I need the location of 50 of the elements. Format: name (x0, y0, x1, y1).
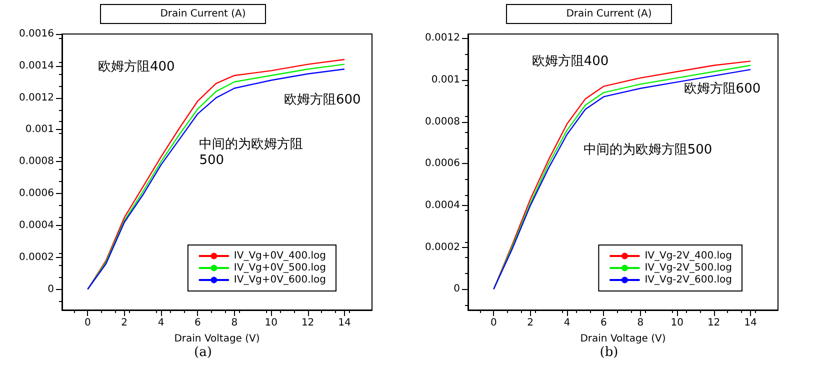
annotation: 欧姆方阻400 (532, 53, 609, 70)
y-tick-label: 0.0012 (425, 32, 460, 44)
legend-label: IV_Vg-2V_400.log (644, 250, 732, 262)
x-tick-label: 12 (301, 318, 314, 328)
text: (a) (194, 345, 212, 360)
x-axis-title: Drain Voltage (V) (174, 334, 260, 344)
y-tick-label: 0.0004 (19, 220, 54, 231)
y-tick-label: 0.0004 (425, 200, 460, 211)
legend-label: IV_Vg-2V_600.log (644, 274, 732, 286)
x-tick-label: 14 (338, 318, 351, 328)
y-tick-label: 0.0008 (425, 116, 460, 128)
y-tick-label: 0.0008 (19, 156, 54, 168)
y-axis-title: Drain Current (A) (566, 8, 652, 20)
y-tick-label: 0.001 (431, 74, 460, 86)
x-tick-label: 8 (231, 318, 238, 328)
y-axis-title: Drain Current (A) (160, 8, 246, 20)
annotation: 中间的为欧姆方阻500 (199, 136, 304, 168)
x-tick-label: 4 (564, 318, 570, 328)
annotation: 欧姆方阻600 (284, 92, 361, 108)
x-tick-label: 0 (490, 318, 497, 328)
x-tick-label: 10 (264, 318, 278, 328)
x-tick-label: 14 (744, 318, 757, 328)
x-tick-label: 6 (194, 318, 201, 328)
y-tick-label: 0 (48, 284, 54, 295)
y-tick-label: 0.0016 (19, 28, 54, 40)
legend-label: IV_Vg+0V_400.log (234, 250, 326, 262)
x-tick-label: 8 (637, 318, 644, 328)
annotation: 中间的为欧姆方阻500 (583, 141, 712, 158)
y-tick-label: 0.0012 (19, 92, 54, 104)
legend-label: IV_Vg-2V_500.log (644, 262, 732, 274)
x-axis-title: Drain Voltage (V) (580, 334, 666, 344)
x-tick-label: 4 (158, 318, 164, 328)
y-tick-label: 0.0002 (19, 252, 54, 263)
y-tick-label: 0.0006 (19, 188, 54, 200)
y-tick-label: 0.0006 (425, 158, 460, 170)
annotation: 欧姆方阻400 (98, 58, 175, 75)
y-tick-label: 0.0002 (425, 242, 460, 253)
x-tick-label: 12 (707, 318, 720, 328)
y-tick-label: 0.0014 (19, 60, 54, 72)
x-tick-label: 2 (121, 318, 128, 328)
x-tick-label: 0 (84, 318, 91, 328)
x-tick-label: 6 (600, 318, 607, 328)
text: (b) (600, 345, 618, 360)
x-tick-label: 10 (670, 318, 684, 328)
legend-label: IV_Vg+0V_500.log (234, 262, 326, 274)
x-tick-label: 2 (527, 318, 534, 328)
annotation: 欧姆方阻600 (684, 80, 761, 97)
legend-label: IV_Vg+0V_600.log (234, 274, 326, 286)
y-tick-label: 0 (454, 284, 460, 295)
y-tick-label: 0.001 (25, 124, 54, 136)
